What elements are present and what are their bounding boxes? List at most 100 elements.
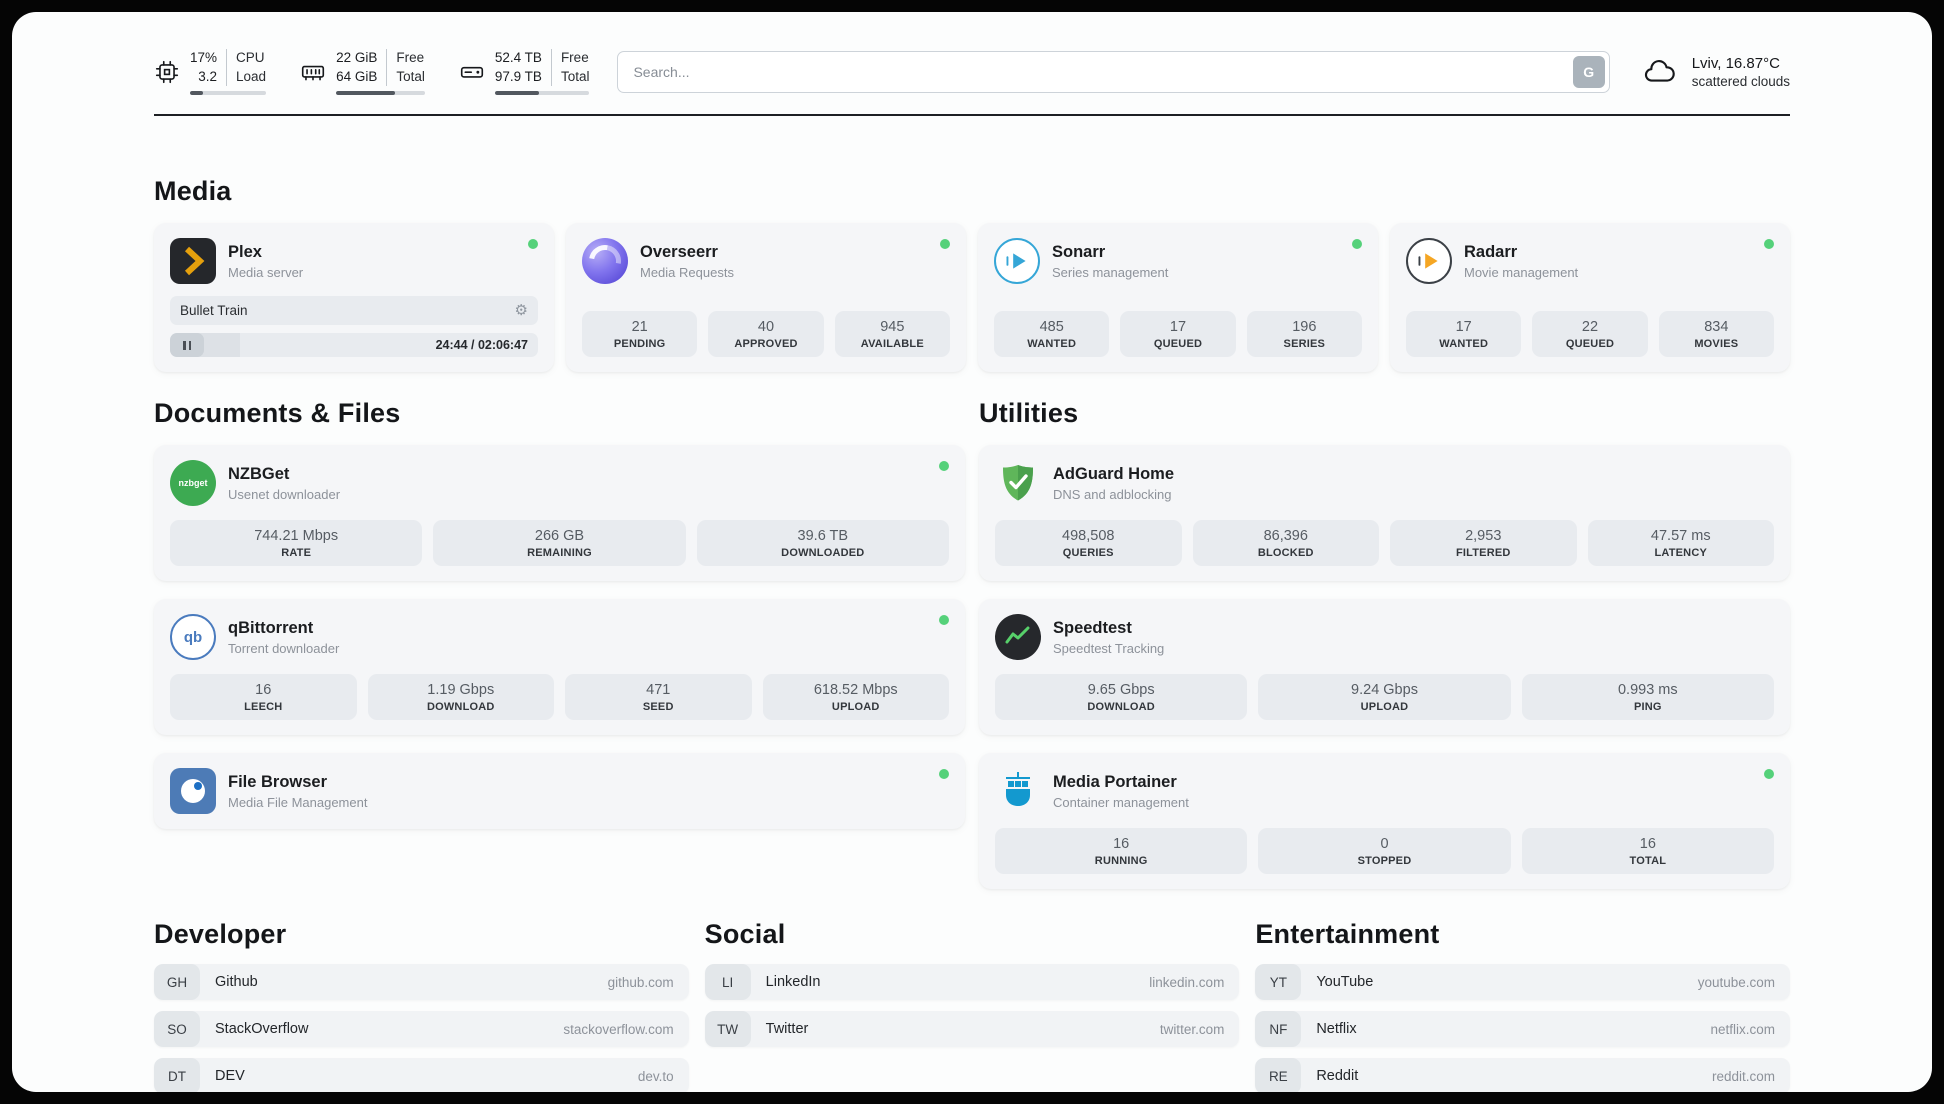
- overseerr-icon: [582, 238, 628, 284]
- search-engine-button[interactable]: G: [1572, 56, 1605, 88]
- app-subtitle: Media File Management: [228, 794, 368, 810]
- bookmark-url: dev.to: [637, 1068, 674, 1084]
- app-name: AdGuard Home: [1053, 464, 1175, 483]
- section-title-social: Social: [704, 919, 786, 949]
- ram-total: 64 GiB: [336, 68, 378, 84]
- top-bar: 17% 3.2 CPU Load: [154, 46, 1790, 98]
- section-title-documents: Documents & Files: [154, 398, 401, 428]
- playback-time: 24:44 / 02:06:47: [435, 338, 528, 352]
- bookmark-url: youtube.com: [1697, 974, 1775, 990]
- app-subtitle: Usenet downloader: [228, 486, 341, 502]
- app-card-plex[interactable]: Plex Media server Bullet Train ⚙ 24:44 /…: [154, 223, 554, 372]
- app-card-filebrowser[interactable]: File Browser Media File Management: [154, 753, 965, 829]
- search-input[interactable]: [617, 51, 1610, 93]
- bookmark-abbr: DT: [154, 1058, 200, 1092]
- section-title-developer: Developer: [154, 919, 287, 949]
- bookmark-name: LinkedIn: [765, 974, 821, 990]
- dashboard-container: 17% 3.2 CPU Load: [154, 12, 1790, 1092]
- settings-gear-icon[interactable]: ⚙: [514, 302, 528, 319]
- stat-approved: 40 APPROVED: [708, 311, 824, 357]
- app-card-overseerr[interactable]: Overseerr Media Requests 21 PENDING 40 A…: [566, 223, 966, 372]
- bookmark-abbr: SO: [154, 1011, 200, 1047]
- ram-free-label: Free: [396, 50, 425, 66]
- section-utilities: Utilities AdGuard Home: [979, 398, 1790, 889]
- status-dot: [939, 769, 949, 779]
- section-social: Social LI LinkedIn linkedin.com TW Twitt…: [704, 919, 1240, 1092]
- stat-latency: 47.57 ms LATENCY: [1587, 520, 1774, 566]
- app-card-portainer[interactable]: Media Portainer Container management 16 …: [979, 753, 1790, 889]
- bookmark-abbr: LI: [704, 964, 751, 1000]
- stat-seed: 471 SEED: [565, 674, 752, 720]
- speedtest-icon: [995, 614, 1041, 660]
- app-name: Plex: [228, 242, 262, 261]
- bookmark-stackoverflow[interactable]: SO StackOverflow stackoverflow.com: [154, 1011, 689, 1047]
- nzbget-icon: nzbget: [170, 460, 216, 506]
- stat-running: 16 RUNNING: [995, 828, 1248, 874]
- disk-icon: [460, 66, 483, 78]
- app-card-qbittorrent[interactable]: qb qBittorrent Torrent downloader 16 LEE…: [154, 599, 965, 735]
- app-name: Media Portainer: [1053, 772, 1177, 791]
- portainer-icon: [995, 768, 1041, 814]
- bookmark-youtube[interactable]: YT YouTube youtube.com: [1255, 964, 1790, 1000]
- bookmark-url: linkedin.com: [1149, 974, 1225, 990]
- app-card-sonarr[interactable]: Sonarr Series management 485 WANTED 17 Q…: [978, 223, 1378, 372]
- status-dot: [940, 239, 950, 249]
- weather-widget: Lviv, 16.87°C scattered clouds: [1638, 55, 1790, 89]
- filebrowser-icon: [170, 768, 216, 814]
- radarr-icon: [1406, 238, 1452, 284]
- app-name: Overseerr: [640, 242, 718, 261]
- stat-filtered: 2,953 FILTERED: [1390, 520, 1577, 566]
- status-dot: [528, 239, 538, 249]
- bookmark-url: twitter.com: [1159, 1021, 1225, 1037]
- bookmark-netflix[interactable]: NF Netflix netflix.com: [1255, 1011, 1790, 1047]
- app-subtitle: Torrent downloader: [228, 640, 340, 656]
- app-name: qBittorrent: [228, 618, 314, 637]
- ram-free: 22 GiB: [336, 50, 378, 66]
- bookmark-url: reddit.com: [1711, 1068, 1775, 1084]
- bookmark-linkedin[interactable]: LI LinkedIn linkedin.com: [704, 964, 1240, 1000]
- bookmark-github[interactable]: GH Github github.com: [154, 964, 689, 1000]
- app-card-speedtest[interactable]: Speedtest Speedtest Tracking 9.65 Gbps D…: [979, 599, 1790, 735]
- disk-progress-bar: [494, 90, 590, 95]
- bookmark-name: Twitter: [765, 1021, 809, 1037]
- app-subtitle: Movie management: [1464, 264, 1579, 280]
- bookmark-dev[interactable]: DT DEV dev.to: [154, 1058, 689, 1092]
- weather-condition: scattered clouds: [1691, 74, 1790, 89]
- cpu-percent: 17%: [190, 50, 218, 66]
- stat-blocked: 86,396 BLOCKED: [1192, 520, 1379, 566]
- qbittorrent-icon: qb: [170, 614, 216, 660]
- stat-remaining: 266 GB REMAINING: [433, 520, 686, 566]
- pause-button[interactable]: [170, 333, 204, 357]
- app-subtitle: Media server: [228, 264, 304, 280]
- section-entertainment: Entertainment YT YouTube youtube.com NF …: [1255, 919, 1790, 1092]
- stat-upload: 9.24 Gbps UPLOAD: [1258, 674, 1511, 720]
- bookmark-twitter[interactable]: TW Twitter twitter.com: [704, 1011, 1240, 1047]
- cpu-load: 3.2: [198, 68, 218, 84]
- status-dot: [939, 461, 949, 471]
- now-playing-title: Bullet Train: [180, 303, 248, 318]
- app-card-radarr[interactable]: Radarr Movie management 17 WANTED 22 QUE…: [1390, 223, 1790, 372]
- section-documents: Documents & Files nzbget NZBGet Usenet d…: [154, 398, 965, 829]
- bookmark-reddit[interactable]: RE Reddit reddit.com: [1255, 1058, 1790, 1092]
- section-title-media: Media: [154, 176, 232, 206]
- header-divider: [154, 114, 1790, 116]
- app-card-nzbget[interactable]: nzbget NZBGet Usenet downloader 744.21 M…: [154, 445, 965, 581]
- disk-total: 97.9 TB: [494, 68, 542, 84]
- weather-location: Lviv, 16.87°C: [1691, 55, 1780, 72]
- stat-series: 196 SERIES: [1246, 311, 1362, 357]
- disk-free: 52.4 TB: [494, 50, 542, 66]
- playback-progress-bar[interactable]: 24:44 / 02:06:47: [170, 333, 538, 357]
- status-dot: [1352, 239, 1362, 249]
- cloud-icon: [1644, 60, 1675, 82]
- stat-wanted: 17 WANTED: [1406, 311, 1522, 357]
- app-subtitle: Series management: [1052, 264, 1169, 280]
- bookmark-url: netflix.com: [1710, 1021, 1775, 1037]
- stat-pending: 21 PENDING: [582, 311, 698, 357]
- app-card-adguard[interactable]: AdGuard Home DNS and adblocking 498,508 …: [979, 445, 1790, 581]
- stat-queued: 17 QUEUED: [1120, 311, 1236, 357]
- app-name: Speedtest: [1053, 618, 1132, 637]
- system-stats: 17% 3.2 CPU Load: [154, 49, 590, 95]
- app-name: Radarr: [1464, 242, 1518, 261]
- sonarr-icon: [994, 238, 1040, 284]
- app-name: File Browser: [228, 772, 328, 791]
